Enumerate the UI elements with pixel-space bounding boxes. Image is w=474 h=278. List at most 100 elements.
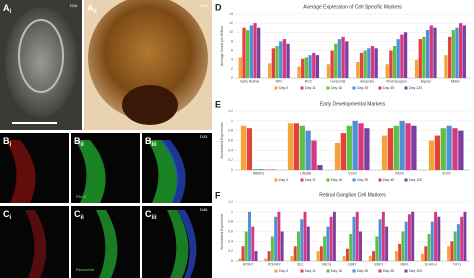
bar (411, 125, 417, 170)
x-tick-label: Horizontal (330, 79, 345, 83)
y-tick-label: 0.6 (228, 138, 233, 142)
bar (463, 211, 467, 261)
bar (396, 39, 400, 78)
bar (238, 258, 242, 261)
bar (252, 169, 258, 170)
legend-label: Day 25 (357, 86, 368, 90)
bar (315, 55, 320, 78)
panel-label: E (215, 99, 221, 109)
legend-swatch (378, 86, 382, 90)
bar (334, 43, 338, 78)
y-tick-label: 6 (231, 48, 233, 52)
bar (378, 219, 382, 261)
bar (305, 130, 311, 170)
legend-label: Day 120 (409, 178, 422, 182)
panel-sub: ii (81, 215, 85, 221)
bar (293, 123, 300, 170)
y-tick-label: 1 (231, 119, 233, 123)
bar (450, 241, 454, 261)
legend-swatch (300, 86, 304, 90)
panel-letter: B (3, 136, 10, 146)
panel-label: D (215, 2, 222, 12)
bar (290, 256, 294, 261)
bar (240, 125, 247, 170)
bar (300, 219, 304, 261)
bar (332, 211, 336, 261)
panel-label: Bii (74, 136, 84, 147)
bar (447, 36, 452, 78)
legend-swatch (352, 178, 356, 182)
bar (444, 55, 448, 78)
bar (374, 48, 378, 78)
legend-swatch (274, 86, 278, 90)
bar (389, 50, 393, 78)
bar (456, 224, 460, 261)
panel-label: Ci (3, 209, 12, 220)
legend-swatch (300, 269, 304, 273)
bar (251, 226, 255, 261)
bar (437, 216, 441, 261)
bar (460, 216, 464, 261)
bar (418, 39, 422, 78)
bar (381, 211, 385, 261)
legend-label: Day 11 (305, 178, 316, 182)
y-axis-label: Normalized Expression (220, 213, 224, 249)
legend-label: Day 0 (279, 86, 288, 90)
bar (453, 231, 457, 261)
bar (372, 251, 376, 261)
panel-sub: iii (152, 142, 157, 148)
y-tick-label: 1.2 (228, 109, 233, 113)
bar (440, 128, 446, 170)
bar (280, 231, 284, 261)
bar (306, 226, 310, 261)
panel-label: F (215, 190, 221, 200)
bar (392, 46, 397, 78)
bar (340, 133, 347, 170)
bar (359, 52, 364, 78)
bar (287, 123, 294, 170)
bar (268, 63, 272, 78)
y-tick-label: 0 (231, 259, 233, 263)
bar (462, 25, 466, 78)
legend-label: Day 0 (279, 178, 288, 182)
bar (401, 231, 405, 261)
legend-swatch (352, 86, 356, 90)
bar (367, 48, 371, 78)
bar (398, 243, 402, 261)
bar (326, 64, 331, 78)
legend-swatch (300, 178, 304, 182)
legend-label: Day 16 (331, 86, 342, 90)
bar (271, 48, 276, 78)
legend-swatch (326, 269, 330, 273)
y-tick-label: 0.8 (228, 220, 233, 224)
day-tag: D45 (200, 3, 208, 8)
legend-swatch (326, 178, 330, 182)
bar (254, 251, 258, 261)
legend-label: Day 16 (331, 178, 342, 182)
legend-label: Day 120 (409, 86, 422, 90)
legend-swatch (274, 178, 278, 182)
bar (303, 211, 307, 261)
bar (299, 125, 305, 170)
y-tick-label: 1.2 (228, 200, 233, 204)
bar (345, 248, 349, 261)
y-tick-label: 4 (231, 58, 233, 62)
y-tick-label: 0.8 (228, 129, 233, 133)
y-axis-label: Normalized Expression (220, 122, 224, 158)
bar (257, 27, 261, 78)
bar (393, 125, 399, 170)
legend-label: Day 11 (305, 269, 316, 273)
bar (346, 125, 352, 170)
bar (311, 140, 317, 170)
bar (447, 246, 451, 261)
bar (375, 236, 379, 261)
bar (404, 221, 408, 261)
bar (424, 246, 428, 261)
x-tick-label: LIN28B (300, 171, 312, 175)
y-tick-label: 10 (229, 30, 233, 34)
bar (427, 233, 431, 261)
x-tick-label: SNCG (322, 262, 332, 266)
bar (451, 30, 455, 78)
bar (458, 23, 463, 78)
